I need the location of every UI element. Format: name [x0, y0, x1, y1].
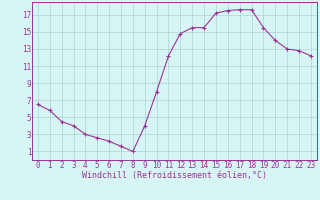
- X-axis label: Windchill (Refroidissement éolien,°C): Windchill (Refroidissement éolien,°C): [82, 171, 267, 180]
